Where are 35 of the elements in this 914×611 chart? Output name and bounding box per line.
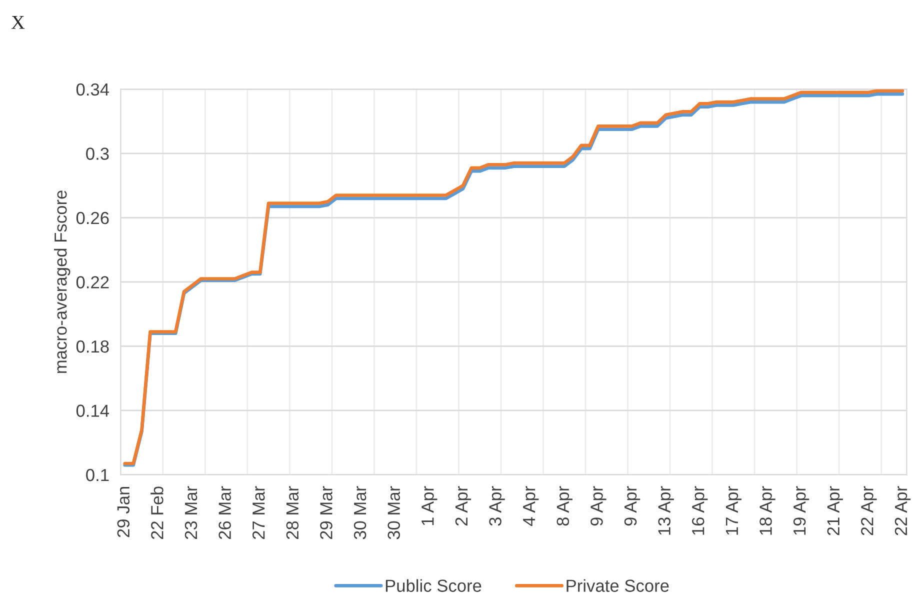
y-tick-label: 0.14 [76, 404, 110, 417]
x-tick-label: 29 Mar [320, 486, 332, 540]
x-tick-label: 27 Mar [252, 486, 265, 540]
x-tick-label: 13 Apr [658, 486, 674, 535]
x-tick-label: 22 Apr [861, 486, 877, 536]
x-tick-label: 30 Mar [388, 486, 400, 540]
x-tick-label: 23 Mar [184, 486, 198, 540]
x-tick-label: 21 Apr [827, 486, 843, 536]
y-axis-title: macro-averaged Fscore [54, 190, 70, 373]
x-tick-label: 8 Apr [556, 486, 572, 526]
x-tick-label: 9 Apr [624, 486, 640, 526]
y-tick-label: 0.26 [76, 212, 109, 224]
legend-label: Public Score [386, 579, 482, 592]
legend-label: Private Score [566, 579, 669, 592]
x-tick-label: 28 Mar [286, 486, 299, 540]
x-tick-label: 30 Mar [354, 486, 366, 540]
x-tick-label: 2 Apr [455, 486, 472, 526]
y-tick-label: 0.34 [76, 83, 110, 96]
x-tick-label: 1 Apr [422, 486, 438, 526]
x-tick-label: 9 Apr [590, 486, 606, 526]
x-tick-label: 4 Apr [523, 486, 539, 526]
y-tick-label: 0.1 [86, 468, 109, 482]
x-tick-label: 17 Apr [726, 486, 742, 535]
x-tick-label: 18 Apr [760, 486, 776, 535]
chart-title: X [11, 16, 25, 29]
y-tick-label: 0.22 [76, 276, 109, 288]
x-tick-label: 22 Feb [150, 486, 164, 540]
x-tick-label: 29 Jan [117, 486, 130, 538]
x-tick-label: 3 Apr [489, 486, 505, 526]
x-tick-label: 22 Apr [894, 486, 911, 536]
y-tick-label: 0.18 [76, 340, 109, 353]
x-tick-label: 19 Apr [793, 486, 810, 535]
x-tick-label: 16 Apr [692, 486, 708, 535]
y-tick-label: 0.3 [86, 148, 109, 160]
x-tick-label: 26 Mar [218, 486, 231, 540]
